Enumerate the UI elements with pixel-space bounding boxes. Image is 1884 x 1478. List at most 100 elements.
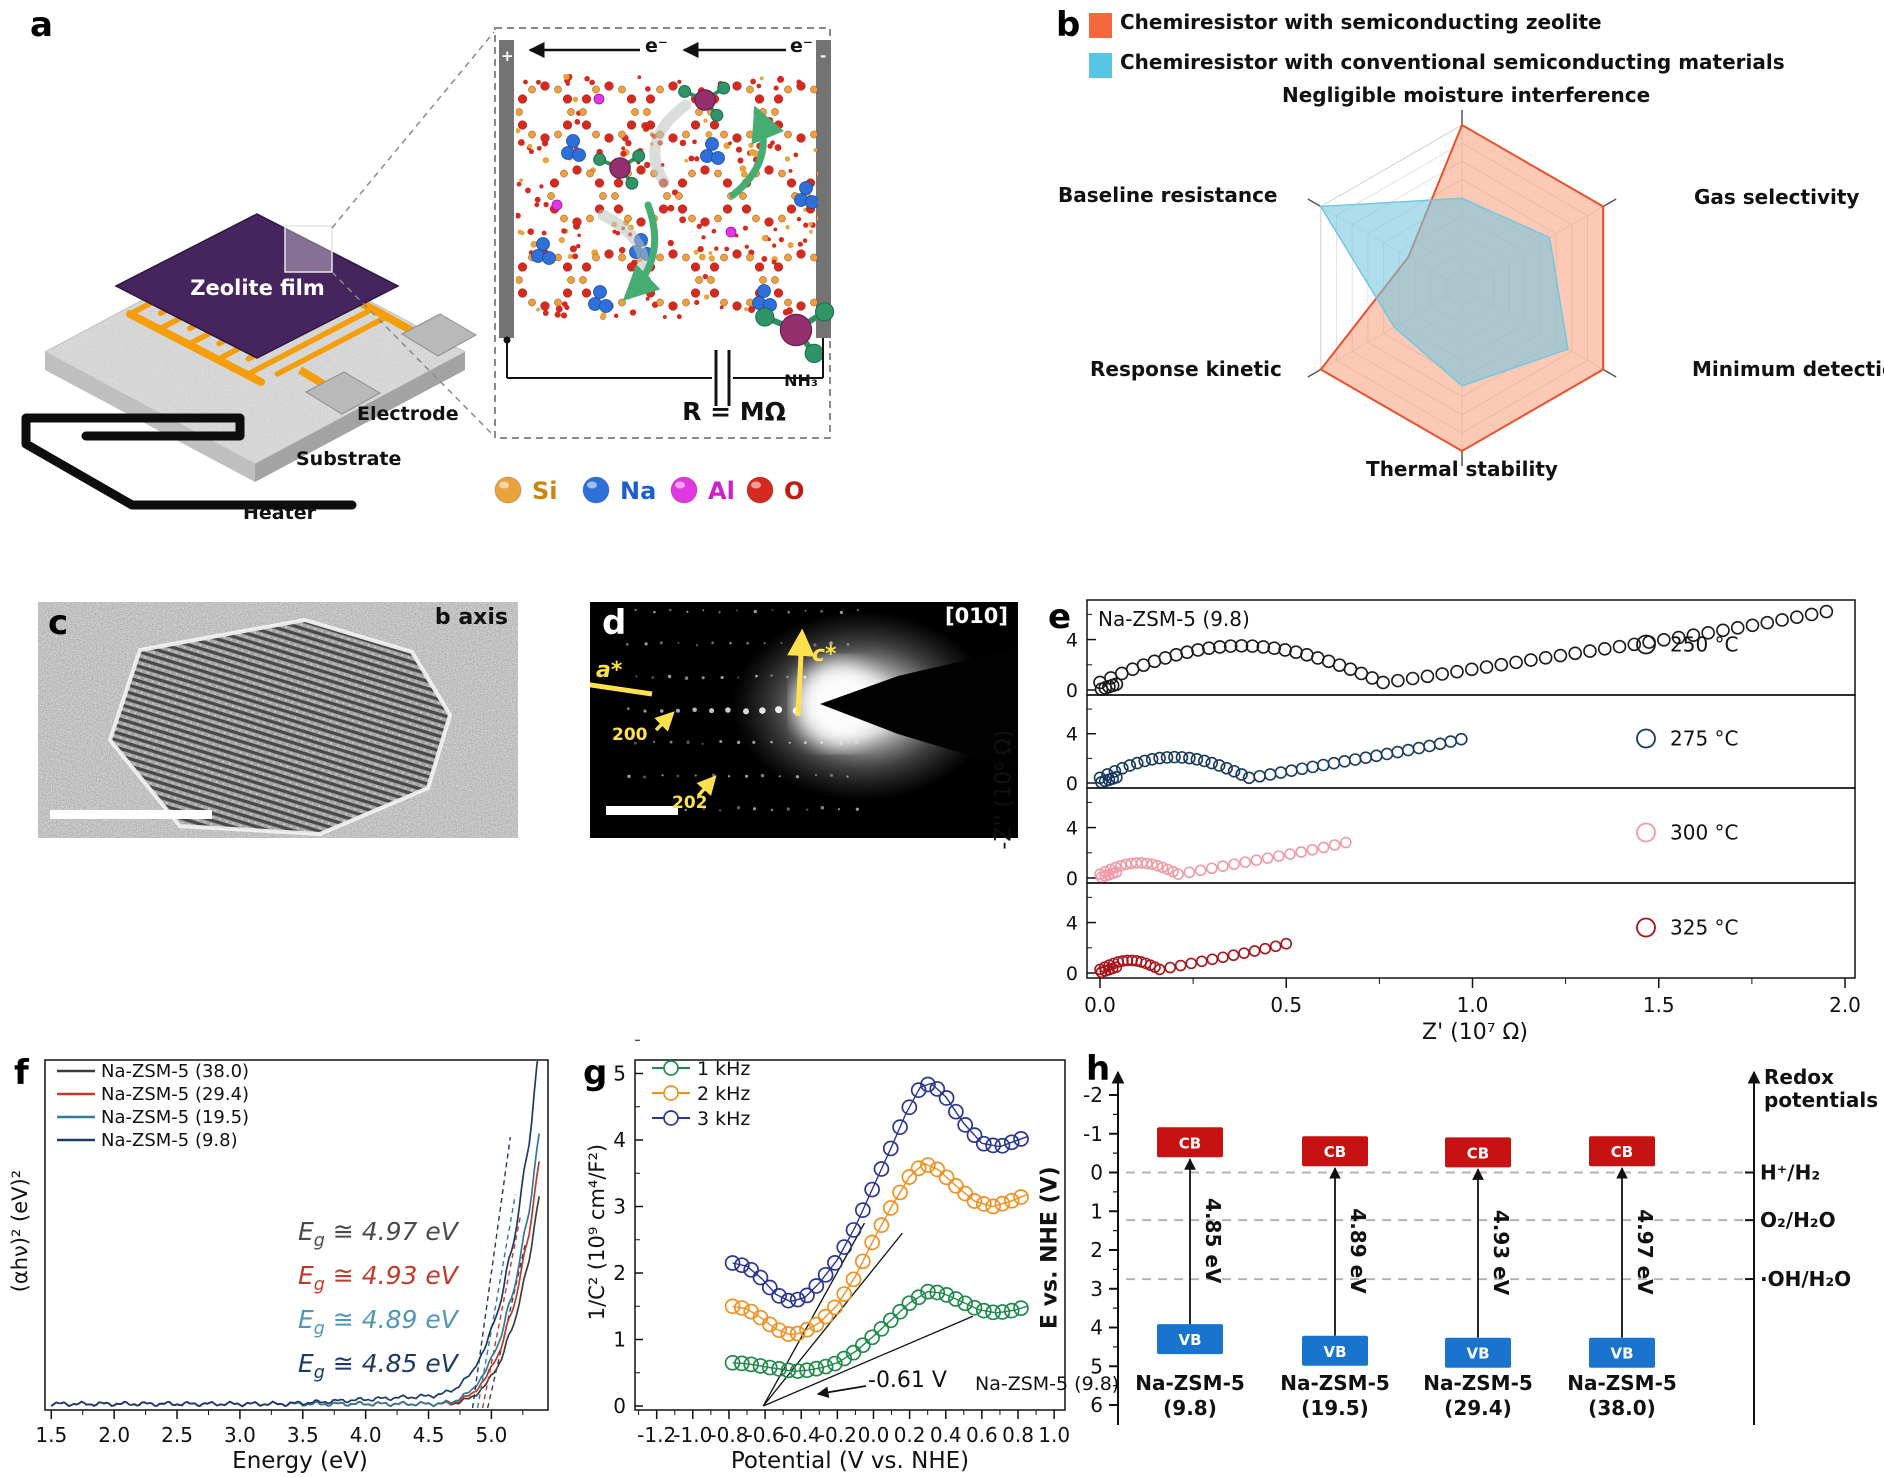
pore-ring-atom	[714, 169, 722, 178]
pore-ring-atom	[643, 108, 651, 116]
diffraction-spot	[752, 740, 756, 744]
data-point	[1123, 759, 1137, 772]
diffraction-spot	[763, 641, 766, 645]
framework-atom	[692, 139, 697, 145]
y-tick-label: 0	[1066, 680, 1078, 702]
eg-annotation: Eg ≅ 4.93 eV	[298, 1261, 458, 1295]
diffraction-spot	[788, 741, 791, 744]
data-point	[1701, 625, 1715, 640]
o-atom-swatch	[746, 476, 774, 504]
mott-schottky-fit-line	[763, 1315, 974, 1407]
framework-atom	[785, 224, 790, 230]
band-gap-value: 4.85 eV	[1201, 1198, 1225, 1284]
tauc-fit-dashed	[481, 1216, 522, 1409]
data-point	[1274, 766, 1288, 779]
data-point	[1205, 756, 1219, 770]
gas-path-arrow	[729, 105, 784, 199]
nyquist-series-300°C	[1094, 836, 1352, 884]
data-point	[1686, 628, 1701, 642]
diffraction-spot	[635, 675, 638, 678]
diffraction-spot	[855, 807, 860, 811]
pore-ring-atom	[810, 298, 818, 307]
framework-atom	[793, 152, 799, 158]
data-point	[854, 1253, 871, 1270]
nyquist-series-325°C	[1094, 937, 1293, 979]
data-point	[799, 1287, 815, 1304]
data-point	[734, 1257, 750, 1274]
data-point	[1101, 768, 1114, 781]
data-point	[1423, 739, 1436, 753]
framework-atom	[773, 85, 779, 91]
pore-ring-atom	[636, 165, 646, 175]
data-point	[1109, 861, 1122, 874]
pore-ring-atom	[668, 133, 678, 143]
data-point	[1376, 675, 1390, 690]
data-point	[1161, 863, 1174, 876]
x-tick-label: -1.2	[637, 1423, 676, 1447]
tauc-fit-dashed	[471, 1137, 511, 1409]
y-tick-label: 0	[1066, 963, 1078, 985]
framework-atom	[613, 313, 619, 318]
framework-atom	[612, 229, 617, 234]
radar-axis-tick	[1307, 198, 1322, 208]
data-point	[957, 1117, 974, 1133]
pore-ring-atom	[754, 94, 765, 104]
pore-ring-atom	[739, 192, 747, 200]
radar-legend-label-conventional: Chemiresistor with conventional semicond…	[1120, 50, 1785, 74]
framework-atom	[600, 312, 607, 318]
data-point	[1269, 940, 1282, 953]
diffraction-spot	[838, 675, 842, 679]
framework-atom	[577, 233, 582, 238]
data-point	[1116, 761, 1129, 775]
diffraction-spot	[752, 807, 757, 811]
data-point	[780, 1292, 797, 1309]
pore-ring-atom	[516, 108, 523, 116]
framework-atom	[756, 83, 762, 89]
framework-atom	[662, 315, 667, 319]
pore-ring-atom	[618, 130, 626, 139]
legend-marker	[663, 1085, 679, 1101]
data-point	[892, 1119, 908, 1135]
data-point	[752, 1269, 769, 1286]
y-tick-label: 0	[1066, 773, 1078, 795]
diffraction-spot	[760, 773, 765, 778]
pore-ring-atom	[586, 214, 594, 223]
framework-atom	[803, 222, 809, 228]
legend-label: Na-ZSM-5 (38.0)	[101, 1061, 249, 1082]
data-point	[817, 1358, 834, 1375]
data-point	[994, 1195, 1011, 1212]
y-tick-label: 4	[1066, 818, 1078, 840]
framework-atom	[784, 156, 791, 162]
framework-atom	[527, 143, 533, 149]
pore-ring-atom	[796, 133, 806, 143]
diffraction-spot	[725, 707, 731, 713]
diffraction-spot	[718, 611, 721, 614]
data-point	[1760, 615, 1775, 630]
data-point	[1196, 955, 1208, 968]
eg-annotation-part: ≅ 4.89 eV	[324, 1305, 458, 1334]
data-point	[1228, 858, 1240, 870]
data-point	[724, 1354, 741, 1371]
nyquist-y-axis-label: -Z'' (10⁶ Ω)	[991, 729, 1017, 850]
pore-ring-atom	[613, 204, 624, 214]
data-point	[1153, 963, 1166, 976]
pore-ring-atom	[579, 276, 587, 284]
diffraction-spot	[633, 741, 637, 745]
x-tick-label: 4.5	[413, 1423, 445, 1447]
data-point	[1202, 641, 1216, 655]
pore-ring-atom	[517, 120, 528, 130]
heater-label: Heater	[243, 502, 316, 524]
framework-atom	[767, 143, 773, 149]
data-point	[1359, 751, 1373, 764]
framework-atom	[541, 230, 547, 236]
framework-atom	[574, 119, 581, 125]
data-point	[1819, 604, 1834, 619]
framework-atom	[554, 311, 561, 318]
framework-atom	[523, 79, 528, 85]
data-point	[1435, 667, 1450, 681]
pore-ring-atom	[663, 192, 671, 200]
pore-ring-atom	[773, 120, 784, 130]
legend-label: Na-ZSM-5 (9.8)	[101, 1130, 238, 1151]
y-tick-label: 2	[613, 1261, 626, 1285]
